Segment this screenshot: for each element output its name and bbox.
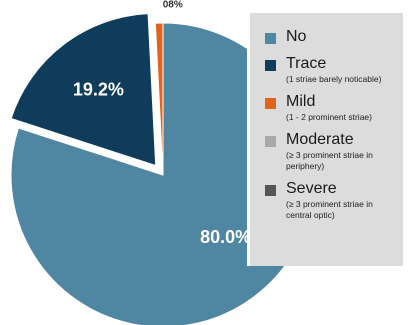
legend-swatch	[265, 136, 276, 147]
legend-swatch	[265, 98, 276, 109]
slice-label-mild: 08%	[163, 0, 183, 11]
slice-label-no: 80.0%	[200, 227, 251, 247]
legend-label: No	[286, 28, 307, 45]
legend: No Trace (1 striae barely noticable) Mild (1…	[247, 13, 403, 266]
slice-label-trace: 19.2%	[73, 79, 124, 99]
pie-slice-mild	[154, 22, 164, 176]
legend-item-no: No	[265, 27, 403, 47]
legend-label: Moderate	[286, 131, 354, 148]
legend-label: Mild	[286, 93, 316, 110]
legend-item-trace: Trace (1 striae barely noticable)	[265, 54, 403, 85]
legend-item-mild: Mild (1 - 2 prominent striae)	[265, 92, 403, 123]
legend-description: (≥ 3 prominent striae in periphery)	[286, 150, 373, 171]
legend-description: (≥ 3 prominent striae in central optic)	[286, 199, 373, 220]
legend-item-moderate: Moderate (≥ 3 prominent striae in periphe…	[265, 130, 403, 172]
legend-swatch	[265, 33, 276, 44]
legend-label: Severe	[286, 180, 337, 197]
legend-swatch	[265, 185, 276, 196]
legend-item-severe: Severe (≥ 3 prominent striae in central o…	[265, 179, 403, 221]
legend-label: Trace	[286, 55, 327, 72]
legend-swatch	[265, 60, 276, 71]
pie-slice-trace	[10, 13, 157, 167]
legend-description: (1 striae barely noticable)	[286, 74, 382, 84]
legend-description: (1 - 2 prominent striae)	[286, 112, 372, 122]
